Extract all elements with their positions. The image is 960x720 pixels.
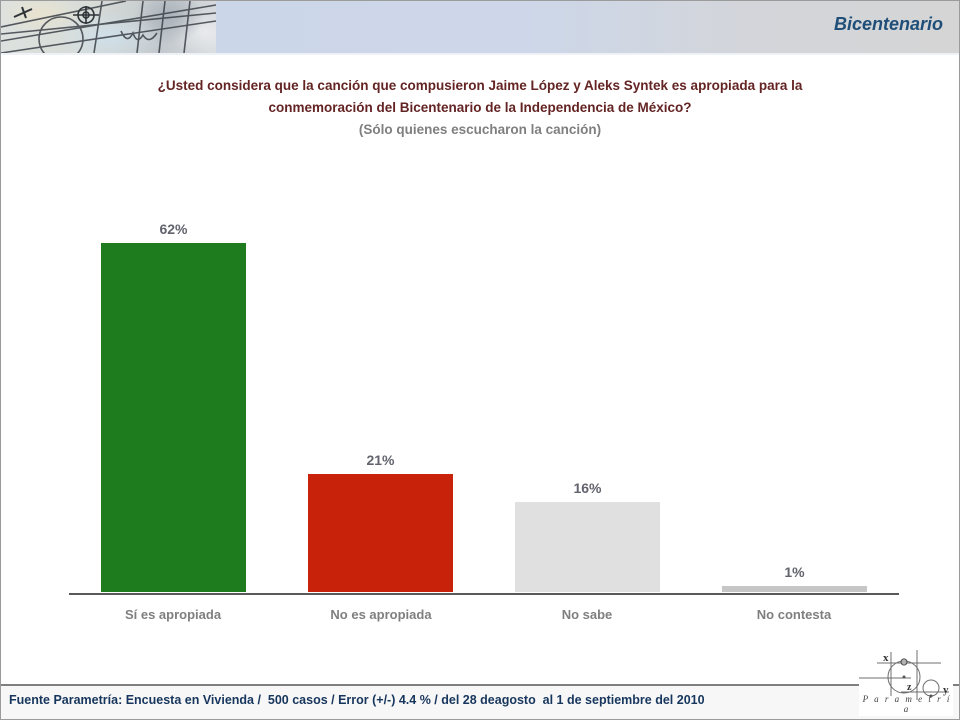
parametria-logo: x z y P a r a m e t r í a bbox=[859, 650, 953, 716]
category-label-si: Sí es apropiada bbox=[124, 607, 222, 622]
bar-value-label: 21% bbox=[366, 452, 395, 468]
bar-value-label: 16% bbox=[573, 480, 602, 496]
slide-title: Bicentenario bbox=[833, 14, 943, 34]
question-block: ¿Usted considera que la canción que comp… bbox=[1, 75, 959, 141]
plane-glyph-icon bbox=[13, 6, 33, 19]
parametria-logo-icon: x z y bbox=[859, 650, 949, 700]
svg-text:x: x bbox=[883, 652, 889, 664]
question-note: (Sólo quienes escucharon la canción) bbox=[358, 122, 602, 137]
bar-column-no-contesta: 1% bbox=[722, 564, 867, 592]
map-sketch-icon bbox=[1, 1, 216, 53]
bar-no-sabe bbox=[515, 502, 660, 592]
bar-no-es-apropiada bbox=[308, 474, 453, 592]
bar-column-no-sabe: 16% bbox=[515, 480, 660, 592]
category-label-no-sabe: No sabe bbox=[561, 607, 613, 622]
svg-text:z: z bbox=[907, 682, 912, 693]
bar-si-es-apropiada bbox=[101, 243, 246, 592]
source-note: Fuente Parametría: Encuesta en Vivienda … bbox=[9, 693, 705, 707]
bar-value-label: 1% bbox=[784, 564, 805, 580]
bar-value-label: 62% bbox=[159, 221, 188, 237]
bar-column-si: 62% bbox=[101, 221, 246, 592]
parametria-logo-word: P a r a m e t r í a bbox=[862, 694, 952, 714]
header-band: Bicentenario bbox=[1, 1, 959, 55]
map-collage-image bbox=[1, 1, 216, 53]
svg-text:y: y bbox=[943, 684, 949, 696]
x-axis-line bbox=[69, 593, 899, 595]
footer-divider bbox=[1, 684, 959, 686]
bar-column-no: 21% bbox=[308, 452, 453, 592]
footer-band bbox=[1, 686, 959, 719]
category-label-no-contesta: No contesta bbox=[756, 607, 832, 622]
question-line-1: ¿Usted considera que la canción que comp… bbox=[157, 78, 803, 93]
category-label-no: No es apropiada bbox=[330, 607, 432, 622]
bar-no-contesta bbox=[722, 586, 867, 592]
question-line-2: conmemoración del Bicentenario de la Ind… bbox=[268, 100, 692, 115]
